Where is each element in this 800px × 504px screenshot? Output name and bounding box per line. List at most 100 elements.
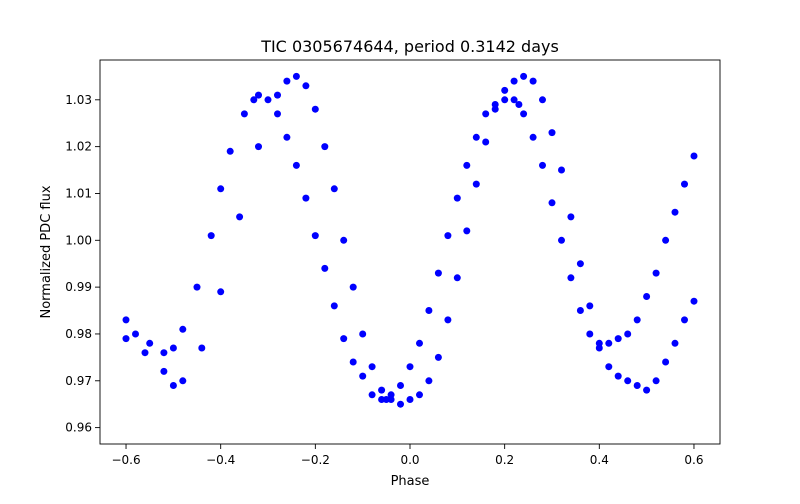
data-point [141,349,149,357]
data-point [548,129,556,137]
data-point [406,363,414,371]
data-point [605,363,613,371]
data-point [406,396,414,403]
data-point [662,236,670,244]
data-point [643,293,651,300]
data-point [614,372,622,380]
data-point [292,72,300,80]
data-point [681,180,688,188]
data-point [501,86,509,94]
data-point [340,236,348,244]
data-point [416,339,423,347]
y-axis-ticks: 0.96 0.97 0.98 0.99 1.00 1.01 1.02 1.03 [65,93,100,435]
data-point [444,232,452,240]
x-tick-label: 0.4 [590,453,609,467]
data-point [132,330,139,338]
data-point [662,358,670,366]
data-point [330,302,338,310]
data-point [283,133,291,141]
data-point [160,349,168,357]
data-point [302,82,310,90]
x-tick-label: 0.2 [495,453,514,467]
data-point [169,344,177,352]
x-tick-label: −0.2 [301,453,330,467]
data-point [382,396,390,403]
data-point [425,307,433,314]
data-point [558,236,565,244]
data-point [179,377,187,385]
chart-title: TIC 0305674644, period 0.3142 days [260,37,559,56]
data-point [122,316,130,324]
data-point [690,152,698,160]
data-point [671,339,679,347]
data-point [576,307,584,314]
data-point [349,358,357,366]
data-point [179,325,187,333]
x-tick-label: −0.4 [206,453,235,467]
data-point [453,194,461,202]
data-point [567,274,575,282]
data-point [416,391,423,399]
data-point [122,335,130,343]
y-tick-label: 1.00 [65,233,92,247]
x-axis-label: Phase [391,474,430,489]
x-tick-label: 0.6 [684,453,703,467]
data-point [274,110,281,118]
data-point [255,143,262,151]
y-axis-label: Normalized PDC flux [39,185,54,318]
data-point [330,185,338,193]
data-point [529,77,537,85]
data-point [539,161,546,169]
data-point [274,91,281,99]
data-point [169,382,177,389]
data-point [397,400,404,408]
y-tick-label: 0.99 [65,280,92,294]
data-point [472,180,480,188]
data-point [567,213,575,221]
data-point [321,143,329,151]
data-point [240,110,248,118]
data-point [368,363,376,371]
data-point [539,96,546,104]
data-point [586,302,594,310]
data-point [146,339,154,347]
data-point [425,377,433,385]
data-point [652,269,660,277]
data-point [255,91,262,99]
y-tick-label: 0.97 [65,374,92,388]
data-point [586,330,594,338]
data-point [548,199,556,207]
data-point [359,330,367,338]
data-point [491,105,499,113]
data-point [510,96,518,104]
data-point [250,96,258,104]
data-point [529,133,537,141]
data-point [690,297,698,305]
data-point [510,77,518,85]
y-tick-label: 1.01 [65,186,92,200]
y-tick-label: 1.02 [65,140,92,154]
data-point [482,138,490,146]
data-point [453,274,461,282]
y-tick-label: 0.98 [65,327,92,341]
data-point [283,77,291,85]
data-point [217,185,225,193]
data-point [472,133,480,141]
data-point [359,372,367,380]
data-point [520,72,528,80]
data-point [501,96,509,104]
data-point [302,194,310,202]
x-tick-label: −0.6 [111,453,140,467]
data-point [236,213,244,221]
data-point [624,330,632,338]
x-tick-label: 0.0 [400,453,419,467]
data-point [576,260,584,268]
data-point [311,105,319,113]
data-point [264,96,272,104]
data-point [605,339,613,347]
data-point [226,147,234,155]
data-points [122,72,698,408]
data-point [340,335,348,343]
series-2 [122,72,698,408]
